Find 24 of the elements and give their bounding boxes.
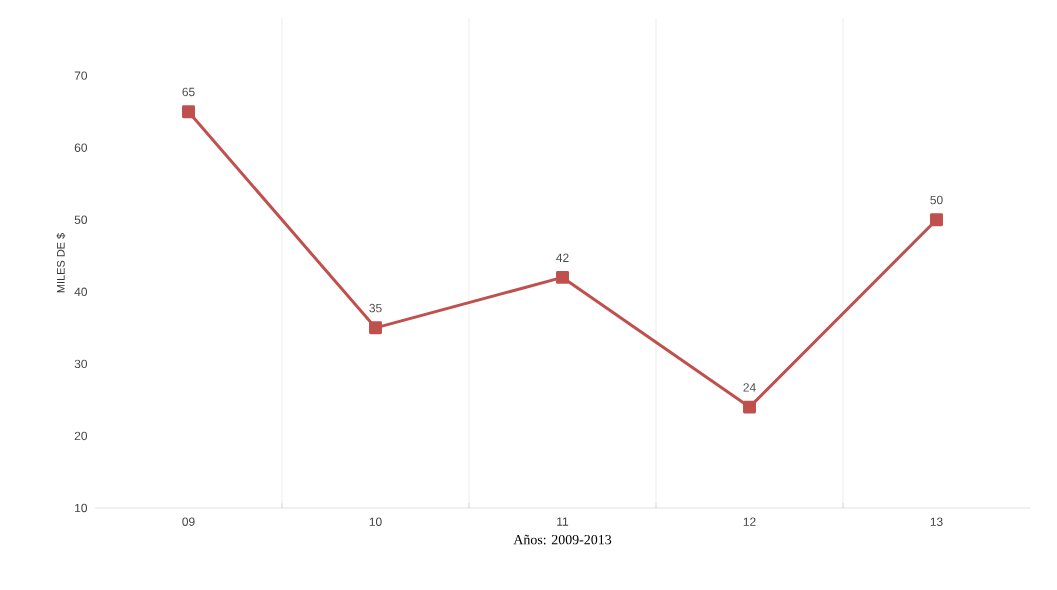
x-axis-title: Años: 2009-2013	[513, 534, 612, 545]
point	[182, 105, 195, 119]
x-tick-label: 11	[557, 517, 569, 526]
y-tick-label: 60	[74, 143, 88, 152]
x-tick-label: 09	[182, 517, 195, 526]
data-label: 42	[556, 253, 569, 262]
y-tick-label: 40	[74, 287, 88, 297]
data-label: 24	[743, 383, 756, 392]
y-tick-label: 70	[74, 71, 88, 80]
y-axis-title: MILES DE $	[56, 233, 66, 293]
y-tick-label: 50	[74, 215, 88, 224]
x-tick-label: 13	[930, 517, 943, 526]
x-tick-label: 12	[743, 517, 756, 526]
point	[743, 400, 756, 414]
x-tick-label: 10	[369, 517, 382, 526]
point	[556, 270, 569, 284]
y-tick-label: 20	[74, 431, 88, 441]
data-label: 65	[182, 87, 195, 97]
data-label: 35	[369, 303, 382, 313]
y-tick-label: 10	[75, 503, 88, 513]
data-label: 50	[930, 195, 943, 205]
y-tick-label: 30	[74, 359, 88, 369]
point	[930, 213, 943, 227]
point	[369, 321, 382, 335]
